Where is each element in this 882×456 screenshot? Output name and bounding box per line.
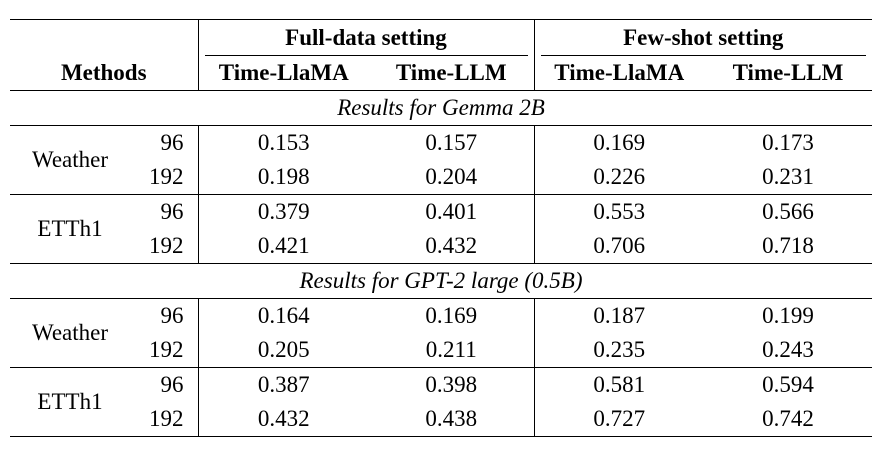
horizon-cell: 192 xyxy=(130,160,199,195)
value-cell: 0.727 xyxy=(593,406,646,431)
section-title-row: Results for GPT-2 large (0.5B) xyxy=(10,263,872,299)
dataset-cell: ETTh1 xyxy=(10,367,130,437)
header-row-columns: Methods Time-LlaMA Time-LLM Time-LlaMA T… xyxy=(10,56,872,91)
value-cell: 0.187 xyxy=(593,303,646,328)
value-cell: 0.243 xyxy=(762,337,814,362)
horizon-cell: 96 xyxy=(130,367,199,402)
value-cell: 0.432 xyxy=(369,229,535,264)
col-header-few-time-llama: Time-LlaMA xyxy=(554,60,685,85)
value-cell: 0.204 xyxy=(369,160,535,195)
value-cell: 0.153 xyxy=(257,130,310,155)
value-cell: 0.198 xyxy=(257,164,310,189)
col-header-few-time-llm: Time-LLM xyxy=(732,60,844,85)
table-row: 192 0.205 0.211 0.235 0.243 xyxy=(10,333,872,368)
group-header-full-data: Full-data setting xyxy=(198,19,535,56)
value-cell: 0.594 xyxy=(762,372,814,397)
value-cell: 0.164 xyxy=(257,303,310,328)
horizon-cell: 96 xyxy=(130,298,199,333)
horizon-cell: 192 xyxy=(130,402,199,437)
value-cell: 0.438 xyxy=(369,402,535,437)
results-table: Full-data setting Few-shot setting Metho… xyxy=(10,19,872,437)
table-row: 192 0.421 0.432 0.706 0.718 xyxy=(10,229,872,264)
value-cell: 0.379 xyxy=(257,199,310,224)
value-cell: 0.169 xyxy=(593,130,646,155)
value-cell: 0.432 xyxy=(257,406,310,431)
value-cell: 0.169 xyxy=(369,298,535,333)
horizon-cell: 192 xyxy=(130,229,199,264)
value-cell: 0.157 xyxy=(369,125,535,160)
value-cell: 0.199 xyxy=(762,303,814,328)
horizon-cell: 96 xyxy=(130,125,199,160)
dataset-cell: Weather xyxy=(31,320,109,345)
value-cell: 0.205 xyxy=(257,337,310,362)
value-cell: 0.398 xyxy=(369,367,535,402)
value-cell: 0.211 xyxy=(369,333,535,368)
value-cell: 0.718 xyxy=(762,233,814,258)
group-header-few-shot: Few-shot setting xyxy=(534,20,872,56)
dataset-cell: ETTh1 xyxy=(37,216,103,241)
section-title: Results for Gemma 2B xyxy=(337,95,545,120)
value-cell: 0.401 xyxy=(369,194,535,229)
dataset-cell: Weather xyxy=(31,147,109,172)
value-cell: 0.235 xyxy=(593,337,646,362)
table-row: 192 0.198 0.204 0.226 0.231 xyxy=(10,160,872,195)
group-header-few-shot-label: Few-shot setting xyxy=(623,25,784,50)
horizon-cell: 96 xyxy=(130,194,199,229)
col-header-full-time-llama: Time-LlaMA xyxy=(218,60,349,85)
table-row: ETTh1 96 0.379 0.401 0.553 0.566 xyxy=(10,194,872,241)
section-title: Results for GPT-2 large (0.5B) xyxy=(299,268,583,293)
section-title-row: Results for Gemma 2B xyxy=(10,90,872,126)
value-cell: 0.581 xyxy=(593,372,646,397)
value-cell: 0.173 xyxy=(762,130,814,155)
value-cell: 0.566 xyxy=(762,199,814,224)
value-cell: 0.421 xyxy=(257,233,310,258)
table-row: ETTh1 96 0.387 0.398 0.581 0.594 xyxy=(10,367,872,437)
value-cell: 0.231 xyxy=(762,164,814,189)
methods-header: Methods xyxy=(10,56,199,91)
value-cell: 0.742 xyxy=(762,406,814,431)
header-row-groups: Full-data setting Few-shot setting xyxy=(10,19,872,56)
value-cell: 0.553 xyxy=(593,199,646,224)
table-row: Weather 96 0.153 0.157 0.169 0.173 xyxy=(10,125,872,172)
group-header-full-data-label: Full-data setting xyxy=(285,25,447,50)
value-cell: 0.226 xyxy=(593,164,646,189)
value-cell: 0.706 xyxy=(593,233,646,258)
header-empty-cell xyxy=(10,19,199,56)
col-header-full-time-llm: Time-LLM xyxy=(369,56,535,91)
horizon-cell: 192 xyxy=(130,333,199,368)
table-row: 192 0.432 0.438 0.727 0.742 xyxy=(10,402,872,437)
value-cell: 0.387 xyxy=(257,372,310,397)
table-row: Weather 96 0.164 0.169 0.187 0.199 xyxy=(10,298,872,345)
